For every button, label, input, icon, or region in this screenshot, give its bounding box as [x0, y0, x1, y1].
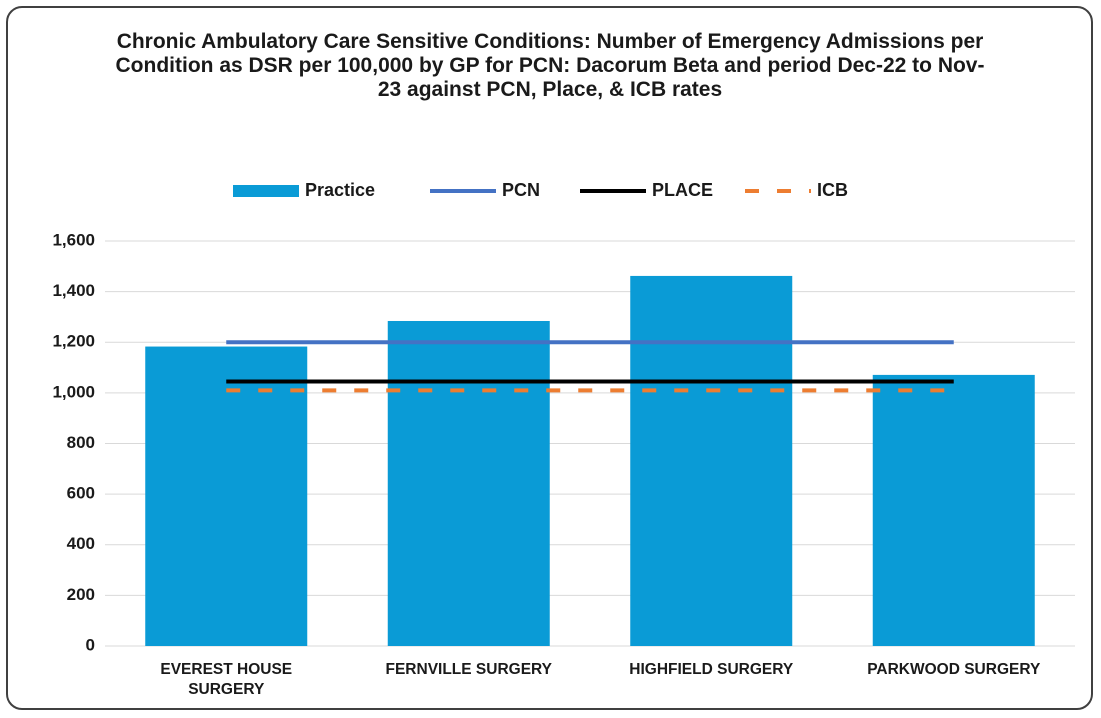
y-tick-label: 800: [67, 433, 95, 452]
legend-label: ICB: [817, 180, 848, 200]
x-tick-label: HIGHFIELD SURGERY: [629, 661, 794, 678]
x-tick-label: FERNVILLE SURGERY: [386, 661, 553, 678]
y-tick-label: 1,000: [52, 382, 95, 401]
legend-label: Practice: [305, 180, 375, 200]
chart-frame: [6, 6, 1093, 710]
bar: [387, 320, 550, 646]
y-tick-label: 1,400: [52, 281, 95, 300]
y-tick-label: 600: [67, 484, 95, 503]
legend-label: PLACE: [652, 180, 713, 200]
bar: [630, 275, 793, 646]
y-tick-label: 400: [67, 534, 95, 553]
y-tick-label: 0: [86, 635, 95, 654]
y-tick-label: 1,200: [52, 332, 95, 351]
legend-swatch: [233, 185, 299, 197]
legend-label: PCN: [502, 180, 540, 200]
x-tick-label: EVEREST HOUSE SURGERY: [160, 661, 292, 698]
x-tick-label: PARKWOOD SURGERY: [867, 661, 1041, 678]
y-tick-label: 200: [67, 585, 95, 604]
bar: [145, 346, 308, 646]
y-tick-label: 1,600: [52, 230, 95, 249]
bar: [872, 374, 1035, 646]
chart-title: Chronic Ambulatory Care Sensitive Condit…: [115, 30, 985, 101]
